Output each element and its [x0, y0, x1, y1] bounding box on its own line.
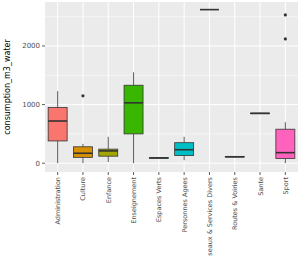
y-tick [42, 45, 45, 46]
box [73, 147, 92, 158]
lower-whisker [285, 159, 286, 164]
chart: 0 1000 2000 consumption_m3_water Administrat… [0, 0, 300, 256]
upper-whisker [57, 91, 58, 107]
y-axis-label: consumption_m3_water [3, 39, 12, 135]
y-tick [42, 104, 45, 105]
box [99, 149, 118, 156]
y-tick-label: 0 [36, 160, 40, 168]
lower-whisker [57, 141, 58, 163]
median [225, 156, 244, 158]
upper-whisker [133, 72, 134, 85]
median [99, 150, 118, 152]
median [276, 152, 295, 154]
x-tick-label: Enfance [105, 177, 113, 203]
upper-whisker [184, 137, 185, 143]
upper-whisker [82, 144, 83, 147]
x-grid-line [260, 2, 261, 172]
box [124, 85, 143, 134]
panel [45, 2, 298, 172]
x-tick-label: Sport [282, 177, 290, 195]
x-tick [108, 172, 109, 175]
x-tick-label: Administration [54, 177, 62, 225]
x-grid-line [209, 2, 210, 172]
upper-whisker [108, 137, 109, 149]
outlier [284, 37, 287, 40]
median [251, 113, 270, 115]
outlier [81, 94, 84, 97]
lower-whisker [108, 156, 109, 162]
x-tick-label: Personnes Agees [181, 176, 189, 232]
x-tick-label: Reseaux & Services Divers [206, 176, 214, 256]
box [200, 9, 219, 10]
box [175, 143, 194, 156]
x-tick [57, 172, 58, 175]
box [225, 156, 244, 158]
lower-whisker [82, 157, 83, 163]
y-tick-label: 2000 [22, 42, 40, 50]
x-grid-line [234, 2, 235, 172]
x-tick-label: Culture [79, 177, 87, 201]
x-tick [158, 172, 159, 175]
box [149, 157, 168, 159]
x-tick [209, 172, 210, 175]
median [200, 9, 219, 11]
median [175, 149, 194, 151]
outlier [284, 13, 287, 16]
y-tick [42, 163, 45, 164]
y-tick-label: 1000 [22, 101, 40, 109]
x-tick-label: Sante [257, 177, 265, 196]
x-tick [260, 172, 261, 175]
x-grid-line [57, 2, 58, 172]
x-tick [285, 172, 286, 175]
x-tick-label: Routes & Voiries [231, 176, 239, 230]
median [124, 102, 143, 104]
median [149, 157, 168, 159]
median [48, 120, 67, 122]
box [276, 129, 295, 158]
lower-whisker [184, 156, 185, 161]
box [251, 113, 270, 115]
x-tick-label: Espaces Verts [155, 176, 163, 222]
median [73, 152, 92, 154]
x-tick [133, 172, 134, 175]
lower-whisker [133, 134, 134, 163]
marks [48, 10, 295, 164]
upper-whisker [285, 122, 286, 129]
x-grid-line [158, 2, 159, 172]
x-tick [184, 172, 185, 175]
x-tick-label: Enseignement [130, 177, 138, 224]
x-tick [82, 172, 83, 175]
x-tick [234, 172, 235, 175]
x-grid-line [108, 2, 109, 172]
box [48, 108, 67, 141]
